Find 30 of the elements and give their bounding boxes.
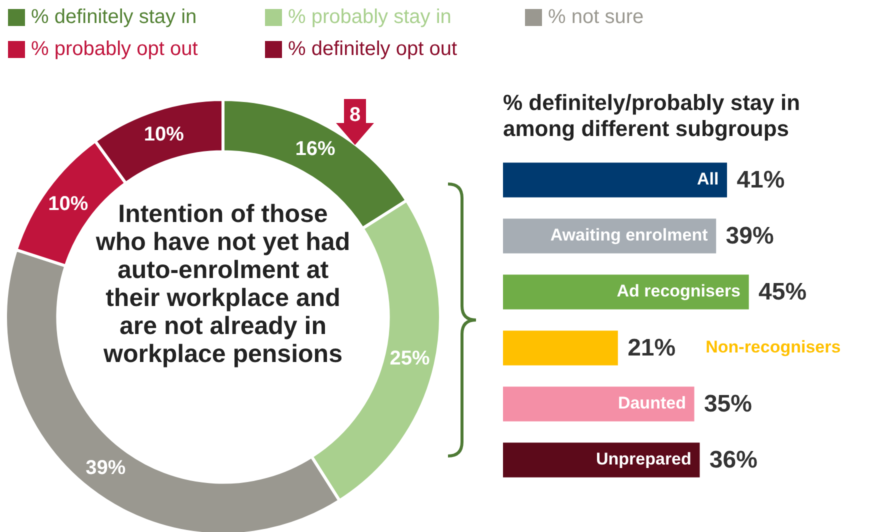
- bar: [503, 274, 749, 310]
- data-label: 10%: [144, 123, 184, 146]
- bar: [503, 386, 694, 422]
- bar: [503, 330, 618, 366]
- category-label: Unprepared: [596, 450, 692, 469]
- legend-label: % definitely stay in: [31, 6, 197, 29]
- category-label: All: [696, 170, 719, 189]
- category-label: Ad recognisers: [616, 282, 741, 301]
- category-label: Daunted: [618, 394, 686, 413]
- data-label: 45%: [758, 278, 807, 306]
- data-label: 25%: [390, 347, 430, 370]
- data-label: 21%: [628, 334, 676, 362]
- category-label: Awaiting enrolment: [550, 226, 708, 245]
- data-label: 35%: [704, 390, 752, 418]
- text: 8: [348, 104, 362, 127]
- data-label: 39%: [86, 456, 126, 479]
- data-label: 16%: [295, 138, 336, 160]
- data-label: 39%: [726, 222, 774, 250]
- bar: [503, 442, 700, 478]
- data-label: 10%: [48, 193, 88, 216]
- legend-label: % not sure: [548, 6, 644, 29]
- category-label: Non-recognisers: [706, 338, 841, 357]
- text: Intention of those who have not yet had auto-enrolment at their workplace and are not already in workplace pensions: [94, 200, 352, 368]
- chart-title: % definitely/probably stay in among different subgroups: [503, 90, 802, 142]
- legend-label: % probably stay in: [288, 6, 452, 29]
- data-label: 41%: [736, 166, 785, 194]
- data-label: 36%: [709, 446, 758, 474]
- bar: [503, 162, 728, 198]
- legend-label: % definitely opt out: [288, 38, 457, 61]
- legend-label: % probably opt out: [31, 38, 198, 61]
